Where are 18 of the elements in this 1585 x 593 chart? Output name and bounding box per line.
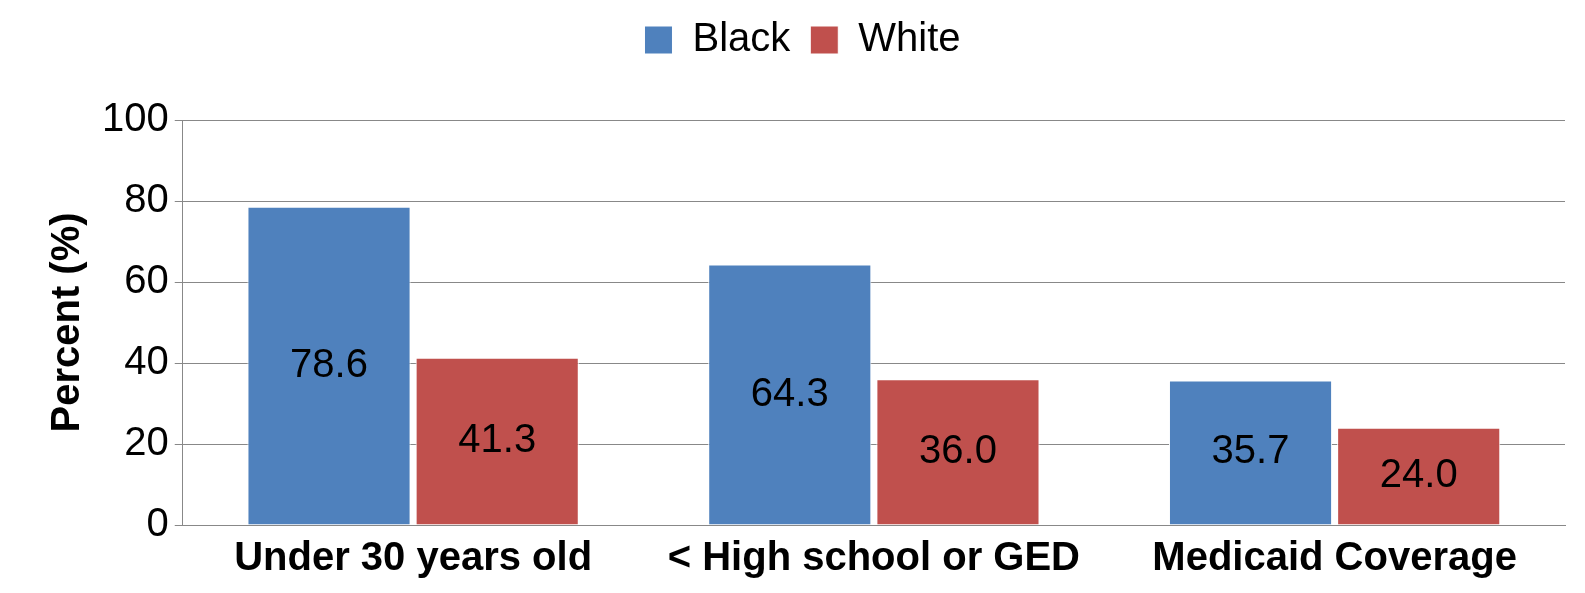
legend-label: Black (692, 15, 792, 60)
y-tick-label: 100 (101, 95, 169, 140)
x-tick-label: < High school or GED (667, 534, 1080, 579)
y-axis-title: Percent (%) (43, 212, 88, 433)
y-tick-label: 80 (124, 176, 169, 221)
y-tick-label: 60 (124, 257, 169, 302)
data-label: 64.3 (750, 369, 829, 414)
data-label: 78.6 (290, 340, 368, 385)
data-label: 41.3 (458, 416, 537, 461)
x-tick-label: Medicaid Coverage (1152, 534, 1517, 579)
data-label: 35.7 (1211, 427, 1290, 472)
y-tick-label: 40 (124, 338, 169, 383)
y-tick-label: 20 (124, 419, 169, 464)
legend-label: White (858, 15, 961, 60)
x-tick-label: Under 30 years old (234, 534, 593, 579)
data-label: 24.0 (1379, 451, 1458, 496)
y-tick-label: 0 (146, 500, 169, 545)
data-label: 36.0 (919, 426, 997, 471)
